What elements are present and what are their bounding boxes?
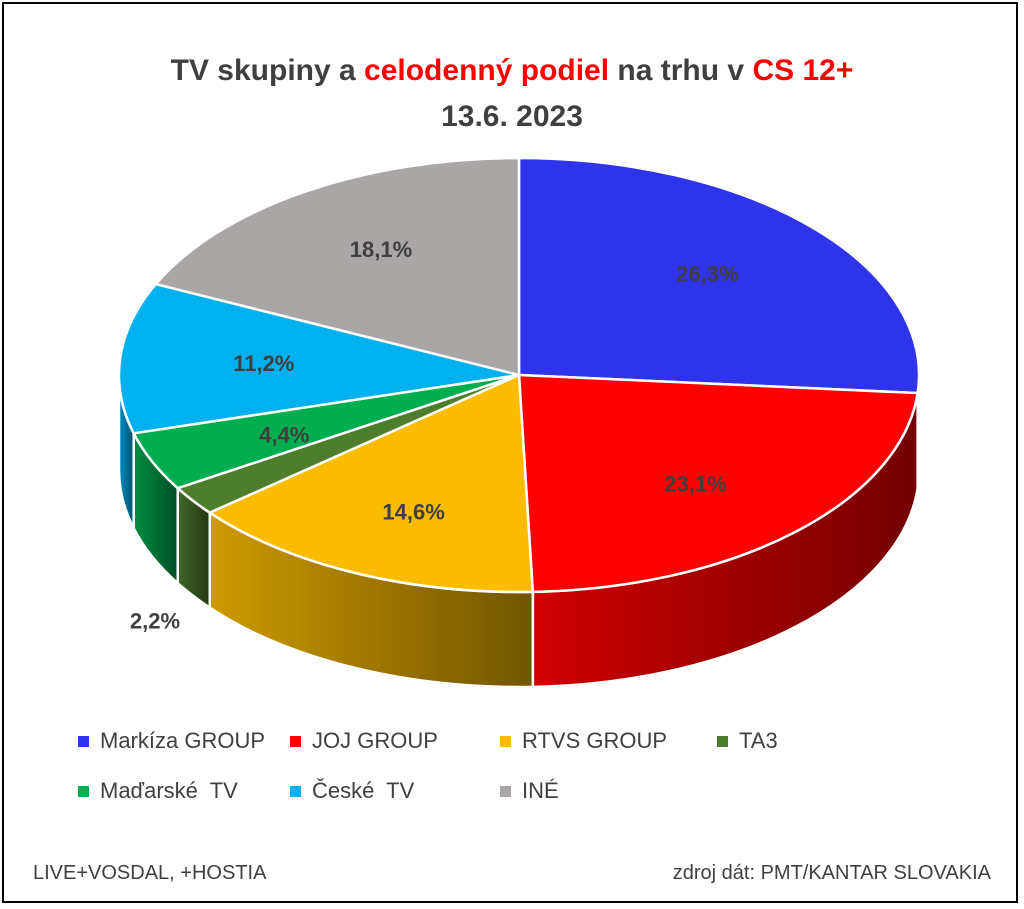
data-label-0: 26,3% xyxy=(676,262,738,287)
legend-swatch-2 xyxy=(500,735,511,747)
legend-item-6: INÉ xyxy=(500,778,559,804)
pie-slice-0 xyxy=(517,156,921,395)
legend-swatch-3 xyxy=(717,735,728,747)
legend-label-3: TA3 xyxy=(739,728,778,753)
footer-source: zdroj dát: PMT/KANTAR SLOVAKIA xyxy=(672,862,991,884)
legend-label-5: České TV xyxy=(312,778,415,803)
legend-item-0: Markíza GROUP xyxy=(78,728,265,754)
data-label-6: 18,1% xyxy=(350,237,412,262)
pie-slice-6 xyxy=(153,156,521,377)
pie-slice-2 xyxy=(207,373,535,594)
legend-item-1: JOJ GROUP xyxy=(290,728,438,754)
legend-swatch-0 xyxy=(78,735,89,747)
title-highlight-share: celodenný podiel xyxy=(364,54,610,87)
data-label-4: 4,4% xyxy=(259,423,309,448)
legend-item-4: Maďarské TV xyxy=(78,778,238,804)
title-part2: na trhu v xyxy=(609,54,753,87)
title-highlight-target: CS 12+ xyxy=(752,54,854,87)
legend-label-0: Markíza GROUP xyxy=(100,728,266,753)
data-label-1: 23,1% xyxy=(664,471,726,496)
legend-label-1: JOJ GROUP xyxy=(312,728,438,753)
legend-label-6: INÉ xyxy=(522,778,559,803)
chart-title: TV skupiny a celodenný podiel na trhu v … xyxy=(0,54,1024,88)
chart-date: 13.6. 2023 xyxy=(441,100,583,133)
legend-swatch-4 xyxy=(78,785,89,797)
legend-item-2: RTVS GROUP xyxy=(500,728,667,754)
data-label-2: 14,6% xyxy=(382,499,444,524)
pie-slice-1 xyxy=(517,373,920,594)
legend-item-5: České TV xyxy=(290,778,414,804)
pie-slice-5 xyxy=(117,282,520,435)
legend-swatch-1 xyxy=(290,735,301,747)
legend-swatch-5 xyxy=(290,785,301,797)
legend-label-2: RTVS GROUP xyxy=(522,728,668,753)
legend-swatch-6 xyxy=(500,785,511,797)
title-part1: TV skupiny a xyxy=(170,54,365,87)
legend-label-4: Maďarské TV xyxy=(100,778,238,803)
data-label-5: 11,2% xyxy=(233,351,294,376)
data-label-3: 2,2% xyxy=(130,609,180,634)
legend-item-3: TA3 xyxy=(717,728,778,754)
footer-note: LIVE+VOSDAL, +HOSTIA xyxy=(33,862,267,884)
